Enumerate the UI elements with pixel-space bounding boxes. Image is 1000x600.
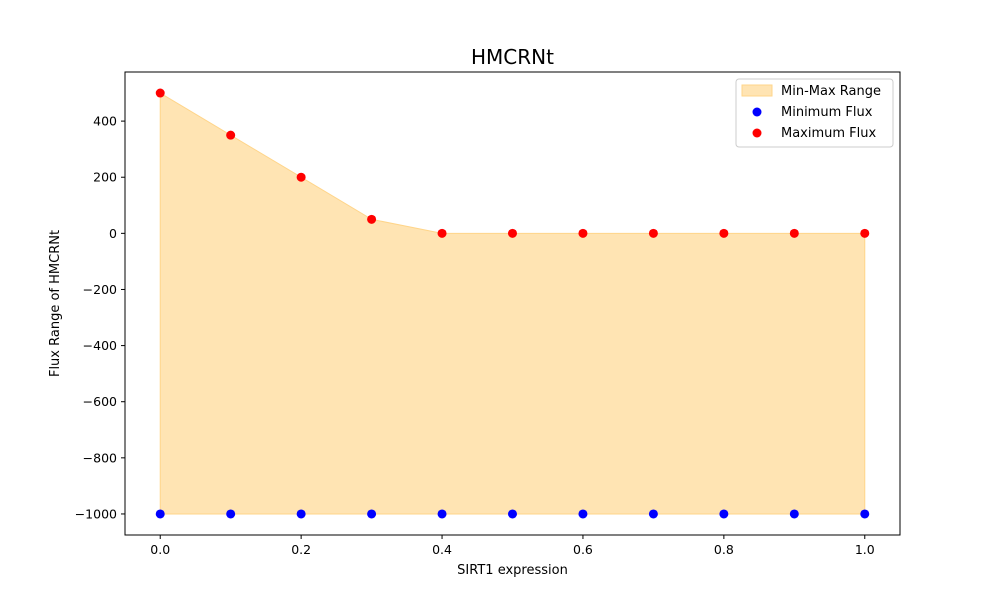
min-flux-point (789, 509, 799, 519)
y-tick-label: −600 (83, 394, 117, 409)
x-tick-label: 0.4 (432, 542, 452, 557)
max-flux-point (578, 228, 588, 238)
range-fill (159, 92, 866, 515)
x-tick-label: 1.0 (855, 542, 875, 557)
data-marks (155, 88, 870, 519)
min-flux-point (437, 509, 447, 519)
y-tick-label: −1000 (75, 506, 117, 521)
max-flux-point (367, 214, 377, 224)
x-tick-label: 0.8 (714, 542, 734, 557)
min-flux-point (296, 509, 306, 519)
max-flux-point (860, 228, 870, 238)
legend-label-range: Min-Max Range (781, 84, 881, 99)
x-tick-label: 0.0 (150, 542, 170, 557)
min-flux-point (226, 509, 236, 519)
min-flux-point (508, 509, 517, 519)
max-flux-point (437, 228, 447, 238)
plot-area (159, 92, 866, 515)
min-flux-point (155, 509, 165, 519)
max-flux-point (508, 228, 517, 238)
max-flux-point (226, 130, 236, 140)
max-flux-point (789, 228, 799, 238)
legend: Min-Max Range Minimum Flux Maximum Flux (735, 78, 894, 148)
y-axis-label: Flux Range of HMCRNt (48, 230, 63, 377)
legend-marker-min (752, 107, 762, 117)
max-flux-point (648, 228, 658, 238)
min-flux-point (860, 509, 870, 519)
legend-label-max: Maximum Flux (781, 126, 877, 141)
min-flux-point (367, 509, 377, 519)
min-flux-point (578, 509, 588, 519)
y-tick-label: 200 (93, 170, 117, 185)
legend-box (735, 78, 894, 148)
min-flux-point (648, 509, 658, 519)
x-axis-label: SIRT1 expression (457, 563, 568, 578)
max-flux-point (719, 228, 729, 238)
legend-swatch-range (741, 84, 773, 97)
y-tick-label: −800 (83, 450, 117, 465)
min-flux-point (719, 509, 729, 519)
axes: 0.0 0.2 0.4 0.6 0.8 1.0 −1000 −800 −600 −400 −200 0… (75, 114, 875, 557)
max-flux-point (296, 172, 306, 182)
x-tick-label: 0.2 (291, 542, 311, 557)
legend-marker-max (752, 128, 762, 138)
x-tick-label: 0.6 (573, 542, 593, 557)
y-tick-label: −200 (83, 282, 117, 297)
y-tick-label: −400 (83, 338, 117, 353)
legend-label-min: Minimum Flux (781, 105, 873, 120)
plot-frame (124, 71, 901, 536)
chart-title: HMCRNt (471, 45, 554, 69)
y-tick-label: 400 (93, 114, 117, 129)
y-tick-label: 0 (109, 226, 117, 241)
max-flux-point (155, 88, 165, 98)
